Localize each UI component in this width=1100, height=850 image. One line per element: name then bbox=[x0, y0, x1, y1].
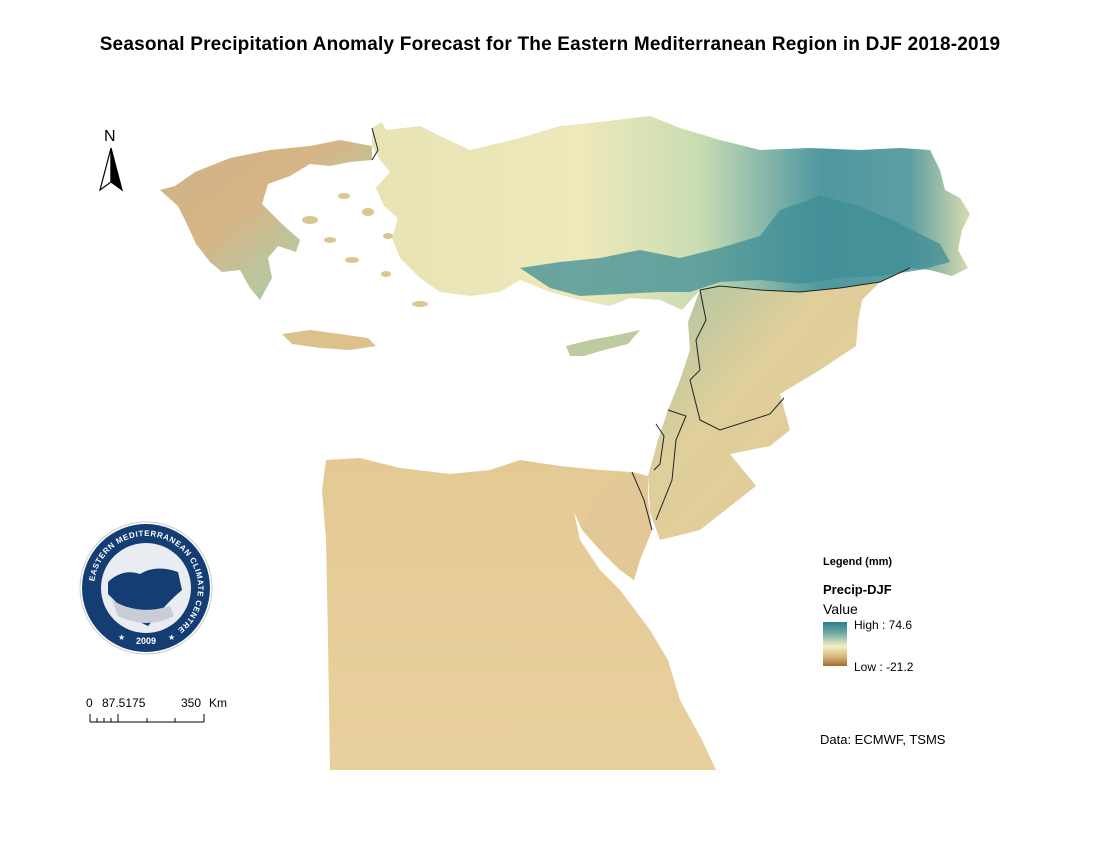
high-anomaly-band bbox=[520, 196, 950, 296]
legend-field-name: Value bbox=[823, 601, 858, 617]
legend-layer-name: Precip-DJF bbox=[823, 582, 892, 597]
scale-unit: Km bbox=[209, 696, 227, 710]
emcc-logo: EASTERN MEDITERRANEAN CLIMATE CENTRE 200… bbox=[79, 521, 213, 655]
legend-color-ramp bbox=[823, 622, 847, 666]
region-levant bbox=[648, 282, 880, 540]
legend-title: Legend (mm) bbox=[823, 556, 893, 568]
legend-high-label: High : 74.6 bbox=[854, 618, 913, 632]
aegean-islands bbox=[302, 193, 428, 307]
region-sinai bbox=[584, 472, 652, 580]
data-source-credit: Data: ECMWF, TSMS bbox=[820, 732, 946, 747]
svg-text:★: ★ bbox=[168, 633, 175, 642]
svg-text:★: ★ bbox=[118, 633, 125, 642]
scale-tick-2: 350 bbox=[181, 696, 202, 710]
region-greece bbox=[160, 140, 372, 300]
legend-low-label: Low : -21.2 bbox=[854, 660, 914, 674]
north-arrow-icon bbox=[98, 147, 124, 192]
map-title: Seasonal Precipitation Anomaly Forecast … bbox=[99, 34, 1001, 55]
scale-tick-0: 0 bbox=[86, 696, 93, 710]
scale-bar bbox=[89, 714, 205, 723]
logo-year: 2009 bbox=[136, 636, 156, 646]
country-borders bbox=[371, 127, 911, 531]
region-cyprus bbox=[566, 330, 640, 356]
region-crete bbox=[282, 330, 376, 350]
scale-tick-1: 87.5175 bbox=[102, 696, 146, 710]
north-arrow-label: N bbox=[104, 128, 116, 145]
